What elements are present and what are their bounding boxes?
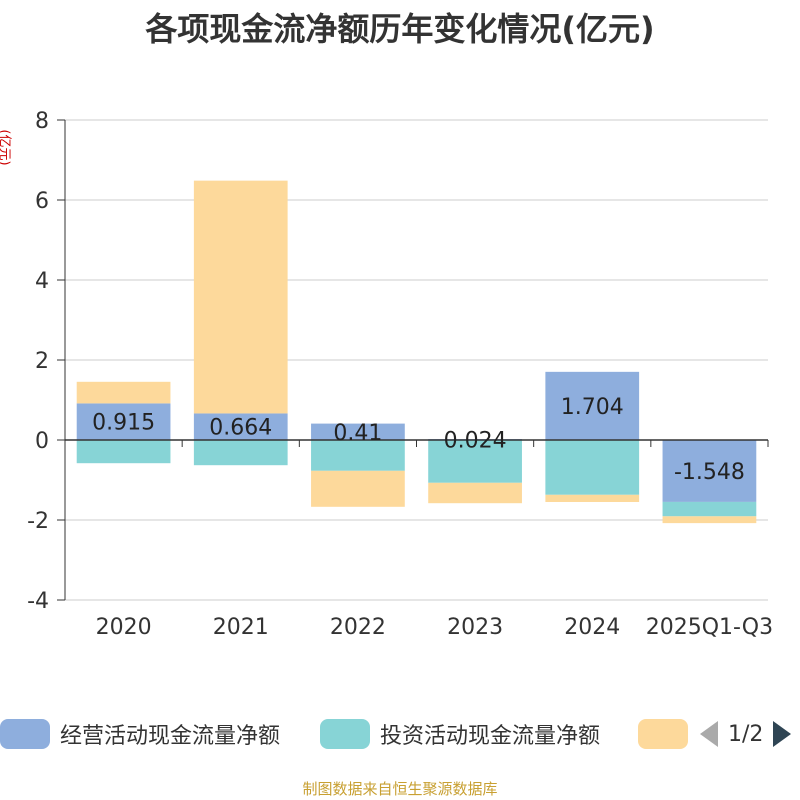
legend-label-operating: 经营活动现金流量净额 xyxy=(60,724,281,749)
y-tick-label: 6 xyxy=(35,189,49,214)
y-tick-label: -2 xyxy=(27,509,49,534)
chart-plot: -4 -2 0 2 4 6 8 0.915 0.664 0.41 0.024 1.704 -1.548 2… xyxy=(27,109,773,640)
x-tick-label-2022: 2022 xyxy=(330,615,386,640)
y-tick-label: 0 xyxy=(35,429,49,454)
y-tick-label: 2 xyxy=(35,349,49,374)
x-tick-label-2024: 2024 xyxy=(564,615,620,640)
bar-series-3-2024[interactable] xyxy=(545,494,640,502)
bar-series-2-2020[interactable] xyxy=(76,440,171,464)
bar-series-1-2024[interactable] xyxy=(545,371,640,440)
bar-series-3-2022[interactable] xyxy=(311,470,405,507)
legend: 经营活动现金流量净额 投资活动现金流量净额 1/2 xyxy=(0,716,800,756)
source-note: 制图数据来自恒生聚源数据库 xyxy=(302,780,498,798)
legend-item-investing[interactable]: 投资活动现金流量净额 xyxy=(320,716,600,752)
legend-swatch-investing xyxy=(320,719,370,749)
legend-next-page-icon[interactable] xyxy=(773,721,792,747)
y-tick-label: 4 xyxy=(35,269,49,294)
data-label-2023: 0.024 xyxy=(444,429,507,454)
data-label-2022: 0.41 xyxy=(333,421,382,446)
chart-title: 各项现金流净额历年变化情况(亿元) xyxy=(145,10,655,48)
x-tick-label-2021: 2021 xyxy=(213,615,269,640)
legend-item-operating[interactable]: 经营活动现金流量净额 xyxy=(0,716,280,752)
bar-series-2-2025Q1-Q3[interactable] xyxy=(662,501,757,517)
legend-swatch-series-3 xyxy=(638,719,688,749)
x-tick-label-2025Q1-Q3: 2025Q1-Q3 xyxy=(646,615,773,640)
bar-series-2-2024[interactable] xyxy=(545,440,640,495)
grid-layer xyxy=(65,119,768,601)
bar-series-3-2023[interactable] xyxy=(428,482,522,504)
data-label-2021: 0.664 xyxy=(209,416,272,441)
bar-series-1-2021[interactable] xyxy=(193,413,288,440)
y-tick-label: 8 xyxy=(35,109,49,134)
y-tick-label: -4 xyxy=(27,589,49,614)
bar-series-1-2020[interactable] xyxy=(76,403,171,440)
bar-series-1-2025Q1-Q3[interactable] xyxy=(662,440,757,502)
bar-series-1-2022[interactable] xyxy=(311,423,405,440)
data-label-2020: 0.915 xyxy=(92,411,155,436)
legend-item-series-3[interactable] xyxy=(638,716,698,752)
data-label-2024: 1.704 xyxy=(561,395,624,420)
bar-series-3-2025Q1-Q3[interactable] xyxy=(662,516,757,524)
legend-prev-page-icon[interactable] xyxy=(700,721,718,747)
bar-series-2-2023[interactable] xyxy=(428,440,522,483)
bar-series-3-2021[interactable] xyxy=(193,180,288,414)
bar-series-2-2021[interactable] xyxy=(193,440,288,466)
axis-layer xyxy=(57,119,769,601)
legend-swatch-operating xyxy=(0,719,50,749)
legend-pager: 1/2 xyxy=(700,716,792,752)
bar-series-2-2022[interactable] xyxy=(311,440,405,471)
legend-page-indicator: 1/2 xyxy=(728,721,764,747)
x-tick-label-2020: 2020 xyxy=(96,615,152,640)
bar-layer xyxy=(76,180,757,524)
data-label-2025Q1-Q3: -1.548 xyxy=(674,460,745,485)
bar-series-3-2020[interactable] xyxy=(76,381,171,404)
x-tick-label-2023: 2023 xyxy=(447,615,503,640)
label-layer: -4 -2 0 2 4 6 8 0.915 0.664 0.41 0.024 1.704 -1.548 2… xyxy=(27,109,773,640)
legend-label-investing: 投资活动现金流量净额 xyxy=(380,724,601,749)
